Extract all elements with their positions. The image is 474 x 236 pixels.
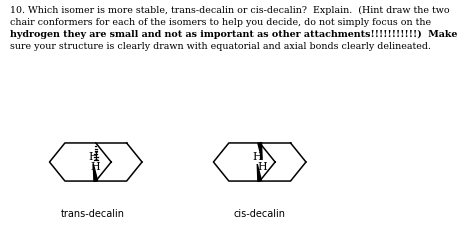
Text: cis-decalin: cis-decalin [234,209,286,219]
Polygon shape [93,164,98,181]
Text: 10. Which isomer is more stable, trans-decalin or cis-decalin?  Explain.  (Hint : 10. Which isomer is more stable, trans-d… [10,6,449,15]
Polygon shape [258,143,262,160]
Text: sure your structure is clearly drawn with equatorial and axial bonds clearly del: sure your structure is clearly drawn wit… [10,42,431,51]
Text: chair conformers for each of the isomers to help you decide, do not simply focus: chair conformers for each of the isomers… [10,18,431,27]
Polygon shape [257,164,262,181]
Text: H: H [252,152,262,162]
Text: H: H [89,152,98,162]
Text: H: H [91,162,100,172]
Text: hydrogen they are small and not as important as other attachments!!!!!!!!!!!)  M: hydrogen they are small and not as impor… [10,30,457,39]
Text: H: H [257,162,267,172]
Text: trans-decalin: trans-decalin [61,209,125,219]
